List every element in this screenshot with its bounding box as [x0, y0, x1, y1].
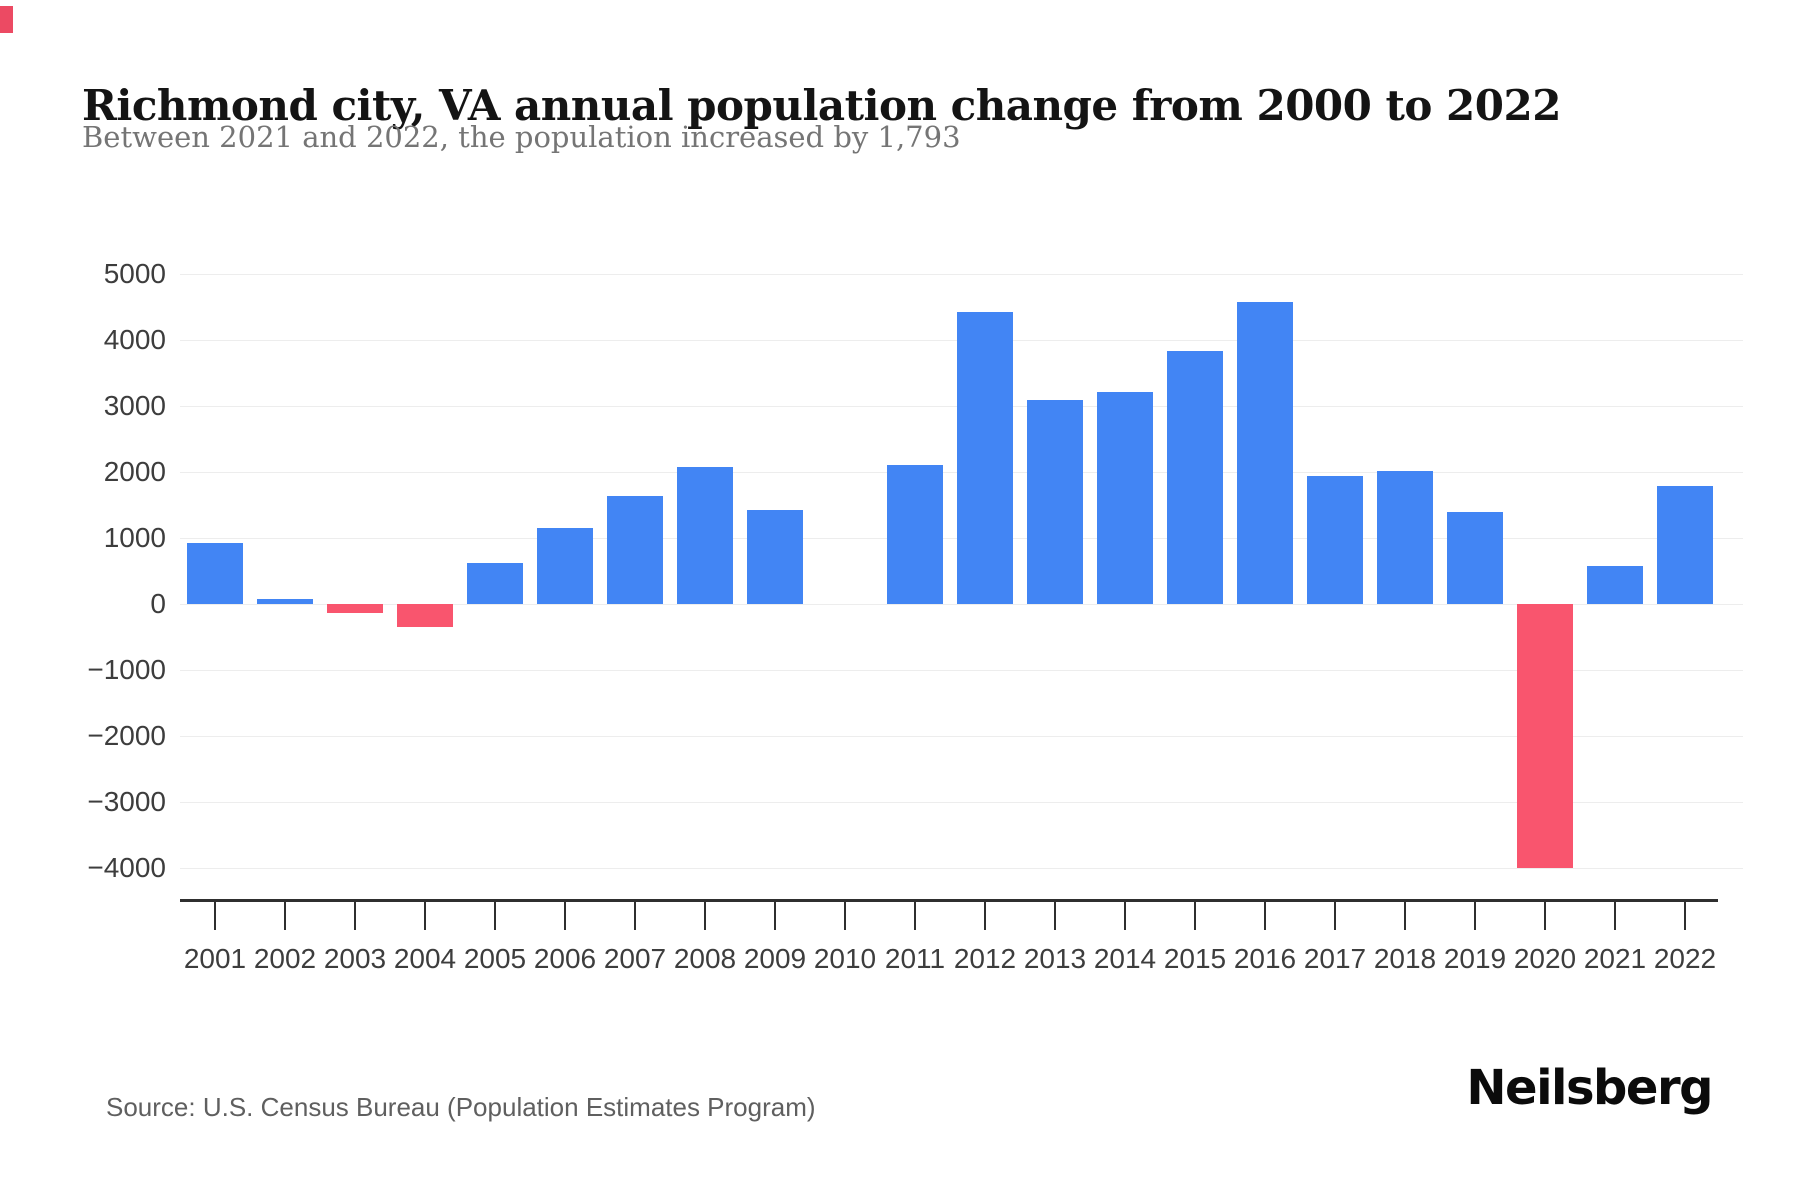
bar-2018[interactable] — [1377, 471, 1433, 604]
y-axis-label-5000: 5000 — [103, 258, 166, 289]
bar-2001[interactable] — [187, 542, 243, 604]
y-axis-label-0: 0 — [150, 588, 166, 619]
x-axis-label-2009: 2009 — [743, 943, 807, 974]
bar-2013[interactable] — [1027, 400, 1083, 604]
x-tick-2002 — [284, 899, 286, 930]
x-tick-2003 — [354, 899, 356, 930]
x-axis-label-2020: 2020 — [1513, 943, 1577, 974]
y-axis-label-4000: 4000 — [103, 324, 166, 355]
bar-2005[interactable] — [467, 563, 523, 604]
x-axis-label-2005: 2005 — [463, 943, 527, 974]
x-axis-label-2001: 2001 — [183, 943, 247, 974]
gridline-−3000 — [180, 801, 1743, 803]
y-axis-label-−4000: −4000 — [87, 852, 166, 883]
bar-2009[interactable] — [747, 509, 803, 604]
bar-2019[interactable] — [1447, 511, 1503, 604]
x-axis-label-2010: 2010 — [813, 943, 877, 974]
bar-2015[interactable] — [1167, 350, 1223, 604]
x-axis-label-2017: 2017 — [1303, 943, 1367, 974]
x-tick-2015 — [1194, 899, 1196, 930]
chart-subtitle: Between 2021 and 2022, the population in… — [82, 120, 961, 154]
bar-2002[interactable] — [257, 599, 313, 604]
bar-2003[interactable] — [327, 604, 383, 614]
x-axis-label-2004: 2004 — [393, 943, 457, 974]
x-axis-label-2012: 2012 — [953, 943, 1017, 974]
x-axis-label-2003: 2003 — [323, 943, 387, 974]
gridline-−2000 — [180, 735, 1743, 737]
x-tick-2022 — [1684, 899, 1686, 930]
gridline-0 — [180, 603, 1743, 605]
x-tick-2008 — [704, 899, 706, 930]
x-axis-line — [180, 899, 1718, 902]
gridline-−1000 — [180, 669, 1743, 671]
chart-title: Richmond city, VA annual population chan… — [82, 81, 1561, 131]
bar-2014[interactable] — [1097, 392, 1153, 604]
bar-2007[interactable] — [607, 496, 663, 604]
bar-2021[interactable] — [1587, 566, 1643, 604]
bar-2016[interactable] — [1237, 301, 1293, 604]
x-axis-label-2016: 2016 — [1233, 943, 1297, 974]
x-tick-2006 — [564, 899, 566, 930]
bar-2011[interactable] — [887, 465, 943, 604]
corner-marker — [0, 6, 13, 33]
x-axis-label-2014: 2014 — [1093, 943, 1157, 974]
bar-2004[interactable] — [397, 604, 453, 628]
x-tick-2013 — [1054, 899, 1056, 930]
gridline-−4000 — [180, 867, 1743, 869]
neilsberg-logo[interactable]: Neilsberg — [1466, 1060, 1713, 1116]
y-axis-label-1000: 1000 — [103, 522, 166, 553]
y-axis-label-3000: 3000 — [103, 390, 166, 421]
x-axis-label-2018: 2018 — [1373, 943, 1437, 974]
y-axis-label-−2000: −2000 — [87, 720, 166, 751]
bar-2017[interactable] — [1307, 475, 1363, 604]
x-tick-2014 — [1124, 899, 1126, 930]
bar-2022[interactable] — [1657, 485, 1713, 604]
x-tick-2007 — [634, 899, 636, 930]
x-axis-label-2007: 2007 — [603, 943, 667, 974]
bar-2008[interactable] — [677, 466, 733, 604]
bar-2020[interactable] — [1517, 604, 1573, 868]
x-tick-2004 — [424, 899, 426, 930]
gridline-5000 — [180, 273, 1743, 275]
bar-2006[interactable] — [537, 528, 593, 604]
x-axis-label-2002: 2002 — [253, 943, 317, 974]
y-axis-label-2000: 2000 — [103, 456, 166, 487]
x-tick-2019 — [1474, 899, 1476, 930]
source-note: Source: U.S. Census Bureau (Population E… — [106, 1092, 816, 1122]
x-axis-label-2006: 2006 — [533, 943, 597, 974]
x-tick-2011 — [914, 899, 916, 930]
x-tick-2018 — [1404, 899, 1406, 930]
x-axis-label-2011: 2011 — [884, 943, 946, 974]
x-tick-2005 — [494, 899, 496, 930]
x-tick-2012 — [984, 899, 986, 930]
x-axis-label-2015: 2015 — [1163, 943, 1227, 974]
x-axis-label-2008: 2008 — [673, 943, 737, 974]
x-tick-2009 — [774, 899, 776, 930]
x-axis-label-2019: 2019 — [1443, 943, 1507, 974]
x-tick-2020 — [1544, 899, 1546, 930]
bar-2012[interactable] — [957, 311, 1013, 604]
x-axis-label-2021: 2021 — [1583, 943, 1647, 974]
x-axis-label-2022: 2022 — [1653, 943, 1717, 974]
x-tick-2017 — [1334, 899, 1336, 930]
x-tick-2010 — [844, 899, 846, 930]
x-tick-2021 — [1614, 899, 1616, 930]
y-axis-label-−1000: −1000 — [87, 654, 166, 685]
x-tick-2001 — [214, 899, 216, 930]
x-tick-2016 — [1264, 899, 1266, 930]
x-axis-label-2013: 2013 — [1023, 943, 1087, 974]
y-axis-label-−3000: −3000 — [87, 786, 166, 817]
